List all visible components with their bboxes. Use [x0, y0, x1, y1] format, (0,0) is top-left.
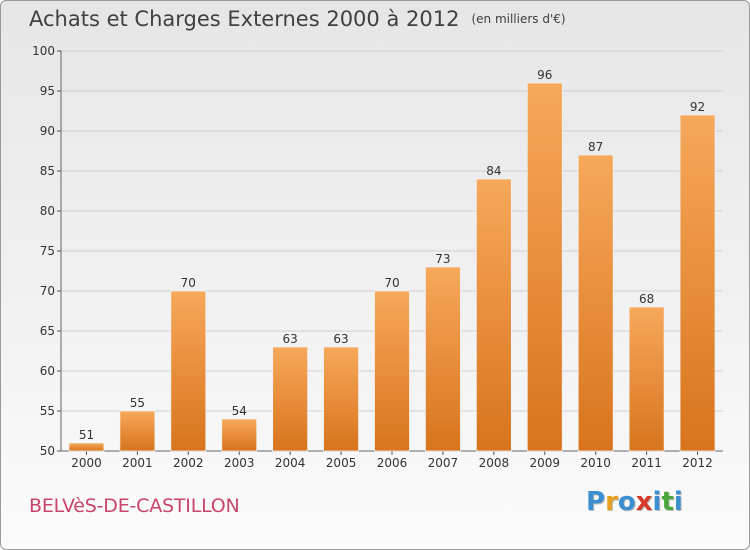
logo-letter: i — [652, 487, 662, 517]
data-label: 54 — [232, 404, 247, 418]
y-tick-label: 85 — [40, 164, 55, 178]
data-label: 92 — [690, 100, 705, 114]
y-tick-label: 60 — [40, 364, 55, 378]
bar-2000 — [68, 442, 105, 452]
data-label: 68 — [639, 292, 654, 306]
y-tick-label: 75 — [40, 244, 55, 258]
x-tick-label: 2003 — [224, 456, 255, 470]
bar-2006 — [374, 290, 410, 452]
data-label: 87 — [588, 140, 603, 154]
bar-2005 — [323, 346, 359, 452]
y-tick-label: 50 — [40, 444, 55, 458]
chart-title: Achats et Charges Externes 2000 à 2012 (e… — [29, 7, 566, 31]
x-tick-label: 2012 — [682, 456, 713, 470]
logo-letter: x — [635, 487, 653, 517]
x-tick-label: 2009 — [529, 456, 560, 470]
data-label: 63 — [283, 332, 298, 346]
bar-2012 — [679, 114, 716, 452]
logo-letter: t — [661, 487, 674, 517]
x-tick-label: 2008 — [479, 456, 510, 470]
bar-2002 — [170, 290, 207, 452]
x-tick-label: 2000 — [71, 456, 102, 470]
x-tick-label: 2002 — [173, 456, 204, 470]
data-label: 51 — [79, 428, 94, 442]
bar-2001 — [119, 410, 156, 452]
y-tick-label: 100 — [32, 44, 55, 58]
y-tick-label: 95 — [40, 84, 55, 98]
x-tick-label: 2004 — [275, 456, 306, 470]
bar-2010 — [577, 154, 614, 452]
data-label: 84 — [486, 164, 501, 178]
y-tick-label: 80 — [40, 204, 55, 218]
x-tick-label: 2007 — [428, 456, 459, 470]
bar-2009 — [526, 82, 563, 452]
data-label: 70 — [384, 276, 399, 290]
y-tick-label: 70 — [40, 284, 55, 298]
x-tick-label: 2010 — [580, 456, 611, 470]
y-tick-label: 65 — [40, 324, 55, 338]
data-label: 63 — [333, 332, 348, 346]
bar-2003 — [221, 418, 258, 452]
logo-letter: r — [605, 487, 618, 517]
data-label: 55 — [130, 396, 145, 410]
logo-letter: o — [617, 487, 636, 517]
data-label: 96 — [537, 68, 552, 82]
y-tick-label: 55 — [40, 404, 55, 418]
unit-note: (en milliers d'€) — [471, 12, 566, 26]
x-tick-label: 2011 — [631, 456, 662, 470]
x-tick-label: 2001 — [122, 456, 153, 470]
bar-2004 — [272, 346, 309, 452]
y-tick-label: 90 — [40, 124, 55, 138]
x-tick-label: 2006 — [377, 456, 408, 470]
logo-letter: i — [673, 487, 683, 517]
bar-2008 — [475, 178, 512, 452]
x-tick-label: 2005 — [326, 456, 357, 470]
data-label: 73 — [435, 252, 450, 266]
commune-name: BELVèS-DE-CASTILLON — [29, 495, 240, 517]
bar-2011 — [628, 306, 665, 452]
bar-2007 — [425, 266, 461, 452]
logo-letter: P — [586, 487, 606, 517]
proxiti-logo: Proxiti — [586, 487, 683, 517]
data-label: 70 — [181, 276, 196, 290]
